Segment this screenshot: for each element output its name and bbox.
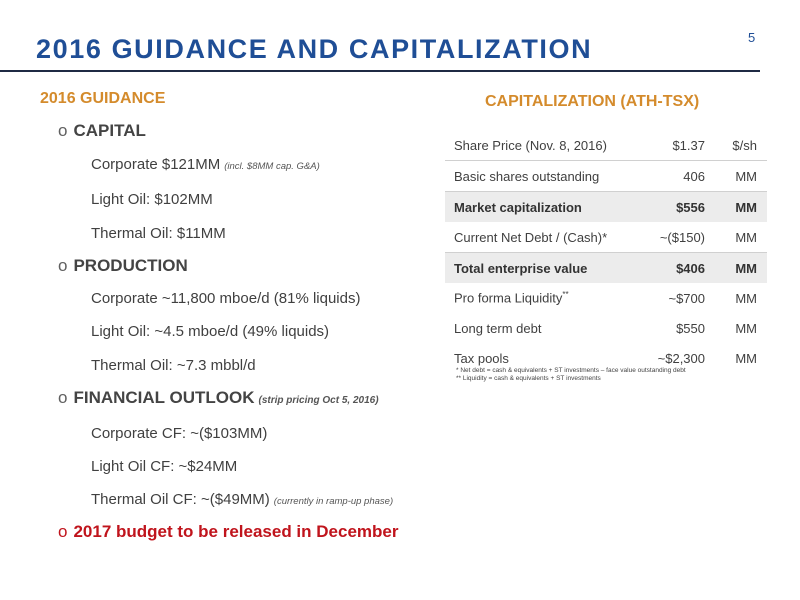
row-label: Pro forma Liquidity**	[445, 283, 642, 313]
capital-thermal-oil: Thermal Oil: $11MM	[91, 225, 226, 242]
row-label: Current Net Debt / (Cash)*	[445, 222, 642, 253]
row-value: ~($150)	[641, 222, 711, 253]
row-unit: MM	[711, 222, 767, 253]
row-label: Long term debt	[454, 320, 542, 336]
bullet-icon: o	[58, 256, 68, 275]
capitalization-footnotes: * Net debt = cash & equivalents + ST inv…	[456, 367, 686, 383]
row-value: $1.37	[641, 130, 711, 161]
budget-announcement: o 2017 budget to be released in December	[58, 522, 398, 542]
page-number: 5	[748, 30, 756, 45]
guidance-heading: 2016 GUIDANCE	[40, 90, 166, 107]
row-value: 406	[641, 160, 711, 192]
financial-thermal-oil-cf-text: Thermal Oil CF: ~($49MM)	[91, 491, 270, 508]
row-unit: $/sh	[711, 130, 767, 161]
financial-thermal-note: (currently in ramp-up phase)	[273, 496, 394, 507]
row-value: $550	[676, 320, 705, 336]
table-row: Total enterprise value $406 MM	[445, 252, 767, 283]
financial-corporate-cf: Corporate CF: ~($103MM)	[91, 425, 268, 442]
row-label: Basic shares outstanding	[445, 160, 642, 192]
production-label: PRODUCTION	[73, 256, 188, 275]
row-label-superscript: **	[562, 290, 569, 300]
bullet-icon: o	[58, 388, 68, 407]
capitalization-heading: CAPITALIZATION (ATH-TSX)	[485, 93, 700, 110]
row-unit: MM	[711, 191, 767, 222]
row-value: $556	[641, 191, 711, 222]
row-value: $406	[641, 252, 711, 283]
slide-title: 2016 GUIDANCE AND CAPITALIZATION	[36, 34, 593, 64]
row-label: Total enterprise value	[445, 252, 642, 283]
capital-heading: o CAPITAL	[58, 121, 146, 141]
table-row: Market capitalization $556 MM	[445, 191, 767, 222]
budget-text: 2017 budget to be released in December	[73, 522, 399, 541]
row-unit: MM	[711, 252, 767, 283]
row-value: ~$2,300	[657, 350, 705, 366]
capital-label: CAPITAL	[73, 121, 146, 140]
table-row: Basic shares outstanding 406 MM	[445, 160, 767, 192]
bullet-icon: o	[58, 121, 68, 140]
financial-light-oil-cf: Light Oil CF: ~$24MM	[91, 458, 238, 475]
financial-heading: o FINANCIAL OUTLOOK (strip pricing Oct 5, …	[58, 388, 379, 408]
row-value: ~$700	[668, 290, 705, 306]
row-unit: MM	[711, 160, 767, 192]
table-row: Long term debt $550 MM	[445, 313, 767, 343]
production-corporate: Corporate ~11,800 mboe/d (81% liquids)	[91, 290, 361, 307]
production-thermal-oil: Thermal Oil: ~7.3 mbbl/d	[91, 357, 256, 374]
financial-label: FINANCIAL OUTLOOK	[73, 388, 255, 407]
title-divider	[0, 70, 760, 72]
footnote-net-debt: * Net debt = cash & equivalents + ST inv…	[456, 367, 686, 374]
capitalization-table: Share Price (Nov. 8, 2016) $1.37 $/sh Ba…	[445, 130, 767, 373]
table-row: Tax pools ~$2,300 MM	[445, 343, 767, 373]
financial-note: (strip pricing Oct 5, 2016)	[258, 395, 379, 406]
footnote-liquidity: ** Liquidity = cash & equivalents + ST i…	[456, 375, 601, 382]
table-row: Current Net Debt / (Cash)* ~($150) MM	[445, 222, 767, 253]
capital-corporate: Corporate $121MM (incl. $8MM cap. G&A)	[91, 156, 320, 173]
row-label: Tax pools	[454, 350, 509, 366]
row-unit: MM	[735, 320, 757, 336]
table-row: Pro forma Liquidity** ~$700 MM	[445, 283, 767, 313]
row-unit: MM	[735, 350, 757, 366]
financial-thermal-oil-cf: Thermal Oil CF: ~($49MM) (currently in ra…	[91, 491, 393, 508]
row-unit: MM	[735, 290, 757, 306]
row-label: Share Price (Nov. 8, 2016)	[445, 130, 642, 161]
bullet-icon: o	[58, 522, 68, 541]
production-light-oil: Light Oil: ~4.5 mboe/d (49% liquids)	[91, 323, 330, 340]
capital-corporate-note: (incl. $8MM cap. G&A)	[224, 161, 320, 172]
capital-light-oil: Light Oil: $102MM	[91, 191, 213, 208]
table-row: Share Price (Nov. 8, 2016) $1.37 $/sh	[445, 130, 767, 161]
row-label-text: Pro forma Liquidity	[454, 290, 563, 306]
production-heading: o PRODUCTION	[58, 256, 188, 276]
row-label: Market capitalization	[445, 191, 642, 222]
capital-corporate-text: Corporate $121MM	[91, 156, 221, 173]
